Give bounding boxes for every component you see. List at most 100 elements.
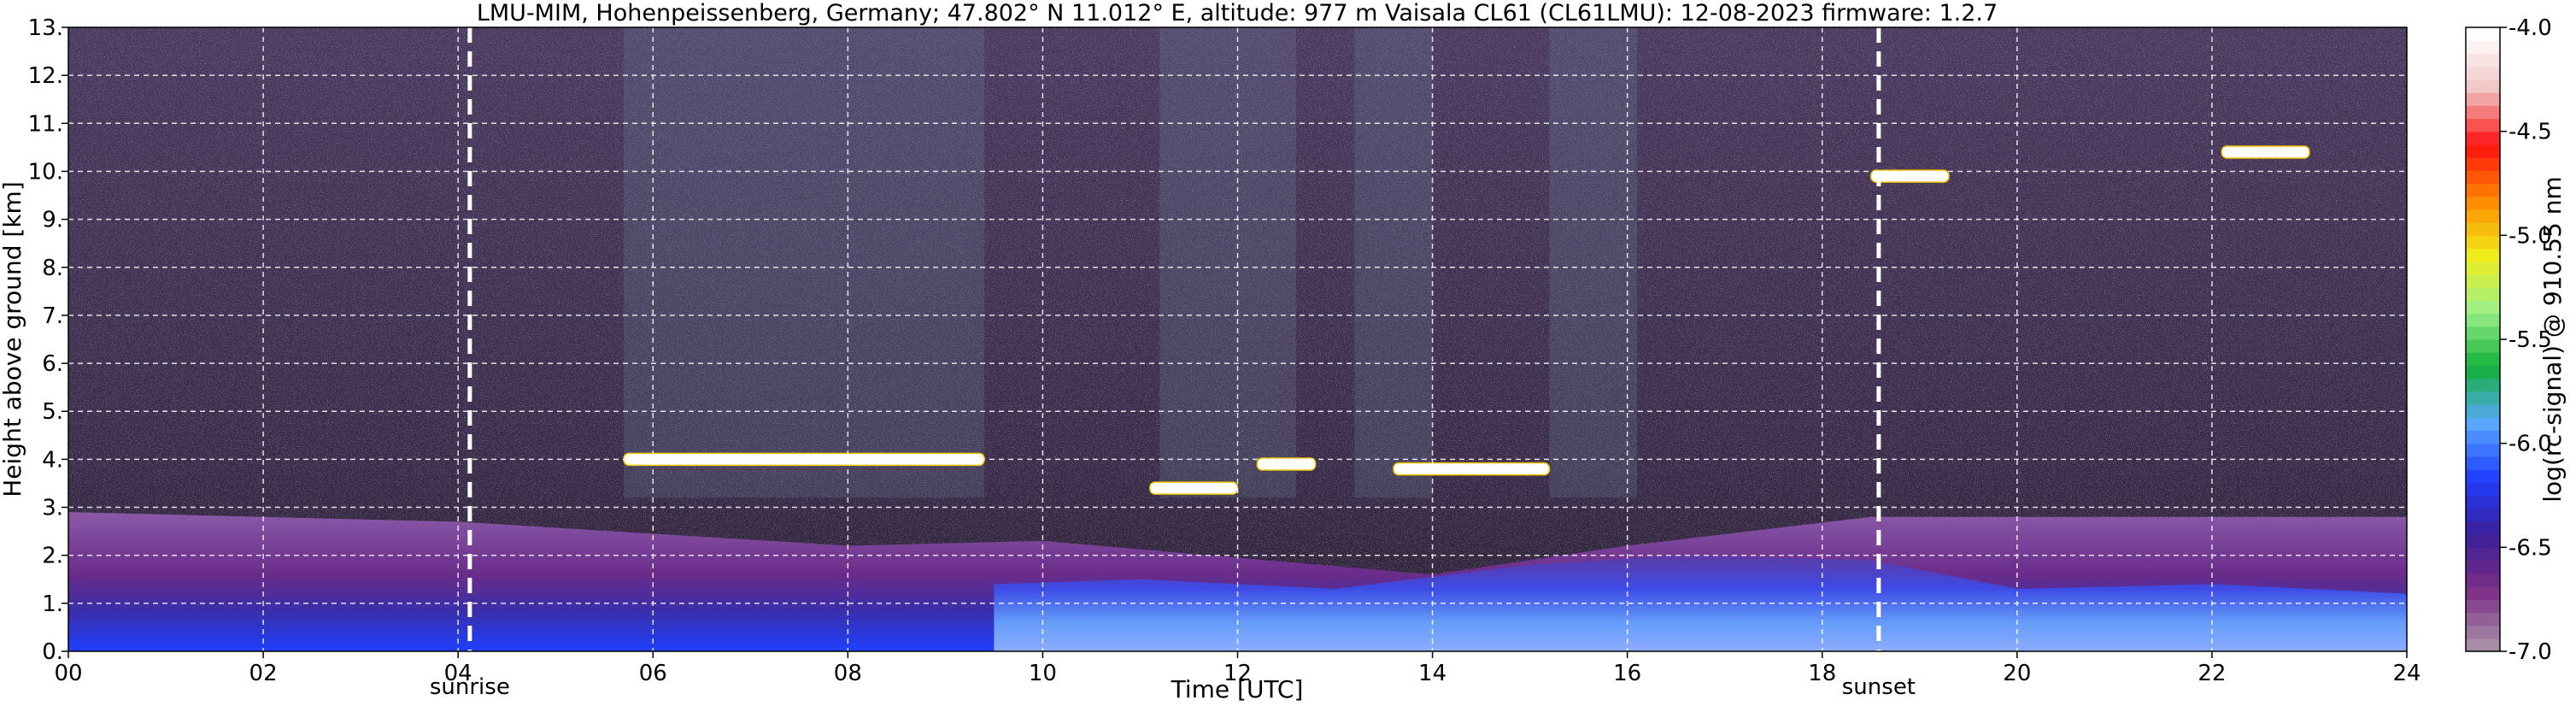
x-axis-ticks: 00 02 04 06 08 10 12 14 16 18 20 22 24: [54, 651, 2421, 686]
colorbar-ticks: -4.0 -4.5 -5.0 -5.5 -6.0 -6.5 -7.0: [2500, 15, 2552, 665]
x-tick-label: 24: [2392, 661, 2421, 686]
sunset-label: sunset: [1842, 674, 1916, 700]
colorbar-segment: [2466, 560, 2500, 574]
colorbar-segment: [2466, 443, 2500, 457]
colorbar-segment: [2466, 612, 2500, 627]
sun-marker-lines: [467, 27, 1881, 651]
colorbar-tick-label: -5.5: [2509, 327, 2552, 353]
precip-streak: [1354, 27, 1433, 498]
x-tick-label: 04: [444, 661, 472, 686]
y-axis-ticks: 0. 1. 2. 3. 4. 5. 6. 7. 8. 9. 10. 11. 12. 13.: [28, 15, 68, 665]
colorbar-segment: [2466, 66, 2500, 80]
precipitation-streaks: [624, 27, 1638, 498]
colorbar-segment: [2466, 261, 2500, 275]
colorbar-segment: [2466, 118, 2500, 132]
colorbar-segment: [2466, 352, 2500, 367]
x-tick-label: 14: [1418, 661, 1446, 686]
colorbar-segment: [2466, 625, 2500, 639]
colorbar-tick-label: -4.5: [2509, 120, 2552, 145]
colorbar-segment: [2466, 235, 2500, 250]
colorbar-segment: [2466, 391, 2500, 405]
y-axis-label: Height above ground [km]: [0, 181, 26, 497]
colorbar-segment: [2466, 105, 2500, 120]
cloud-layer: [1870, 169, 1950, 183]
y-tick-label: 6.: [42, 351, 63, 377]
colorbar-segment: [2466, 365, 2500, 379]
colorbar-segment: [2466, 417, 2500, 432]
colorbar-segment: [2466, 585, 2500, 600]
sun-marker-labels: sunrise sunset: [430, 674, 1916, 700]
cloud-layer: [1256, 457, 1317, 471]
y-tick-label: 0.: [42, 639, 63, 665]
colorbar-segment: [2466, 495, 2500, 509]
x-tick-label: 12: [1223, 661, 1252, 686]
colorbar-segment: [2466, 144, 2500, 158]
colorbar-tick-label: -6.5: [2509, 535, 2552, 561]
y-tick-label: 10.: [28, 159, 63, 185]
cloud-layer: [2221, 145, 2310, 159]
x-tick-label: 20: [2003, 661, 2031, 686]
y-tick-label: 4.: [42, 447, 63, 473]
precip-streak: [1549, 27, 1638, 498]
x-tick-label: 10: [1029, 661, 1057, 686]
colorbar-segment: [2466, 79, 2500, 93]
x-tick-label: 06: [639, 661, 667, 686]
y-tick-label: 5.: [42, 399, 63, 425]
colorbar-segment: [2466, 92, 2500, 106]
cloud-layer: [1393, 462, 1551, 476]
colorbar-segment: [2466, 274, 2500, 288]
colorbar-segment: [2466, 209, 2500, 223]
grid-lines: [68, 27, 2407, 651]
colorbar-segment: [2466, 131, 2500, 145]
boundary-layer-day: [994, 555, 2407, 651]
colorbar-segment: [2466, 573, 2500, 587]
x-tick-label: 00: [54, 661, 82, 686]
colorbar-segment: [2466, 339, 2500, 353]
colorbar-segment: [2466, 638, 2500, 652]
colorbar-segment: [2466, 183, 2500, 197]
colorbar-segment: [2466, 326, 2500, 340]
x-tick-label: 16: [1613, 661, 1641, 686]
colorbar: [2466, 27, 2500, 652]
cloud-layer: [1149, 481, 1239, 495]
y-tick-label: 9.: [42, 208, 63, 233]
colorbar-segment: [2466, 508, 2500, 522]
colorbar-segment: [2466, 469, 2500, 483]
precip-streak: [1159, 27, 1296, 498]
x-axis-label: Time [UTC]: [1171, 675, 1304, 703]
colorbar-segment: [2466, 378, 2500, 392]
colorbar-tick-label: -7.0: [2509, 639, 2552, 665]
plot-area: [68, 27, 2407, 651]
chart-title: LMU-MIM, Hohenpeissenberg, Germany; 47.8…: [477, 0, 1998, 26]
colorbar-segment: [2466, 170, 2500, 185]
colorbar-segment: [2466, 287, 2500, 301]
colorbar-segment: [2466, 300, 2500, 315]
y-tick-label: 1.: [42, 591, 63, 617]
colorbar-segment: [2466, 482, 2500, 497]
x-tick-label: 18: [1808, 661, 1836, 686]
colorbar-tick-label: -4.0: [2509, 15, 2552, 41]
x-tick-label: 08: [834, 661, 862, 686]
precip-streak: [624, 27, 984, 498]
colorbar-segment: [2466, 534, 2500, 548]
colorbar-segment: [2466, 313, 2500, 327]
y-tick-label: 11.: [28, 111, 63, 137]
colorbar-segment: [2466, 157, 2500, 171]
colorbar-segment: [2466, 521, 2500, 535]
colorbar-segment: [2466, 456, 2500, 470]
sunrise-label: sunrise: [430, 674, 510, 700]
colorbar-tick-label: -6.0: [2509, 432, 2552, 457]
y-tick-label: 12.: [28, 63, 63, 89]
colorbar-segment: [2466, 248, 2500, 262]
colorbar-segment: [2466, 53, 2500, 68]
colorbar-label: log(rc-signal) @ 910.55 nm: [2538, 176, 2567, 502]
colorbar-segment: [2466, 547, 2500, 562]
colorbar-segment: [2466, 430, 2500, 444]
colorbar-segment: [2466, 222, 2500, 236]
colorbar-segment: [2466, 404, 2500, 418]
colorbar-segment: [2466, 599, 2500, 613]
colorbar-tick-label: -5.0: [2509, 223, 2552, 249]
colorbar-segment: [2466, 40, 2500, 55]
colorbar-segment: [2466, 196, 2500, 210]
x-tick-label: 02: [249, 661, 278, 686]
